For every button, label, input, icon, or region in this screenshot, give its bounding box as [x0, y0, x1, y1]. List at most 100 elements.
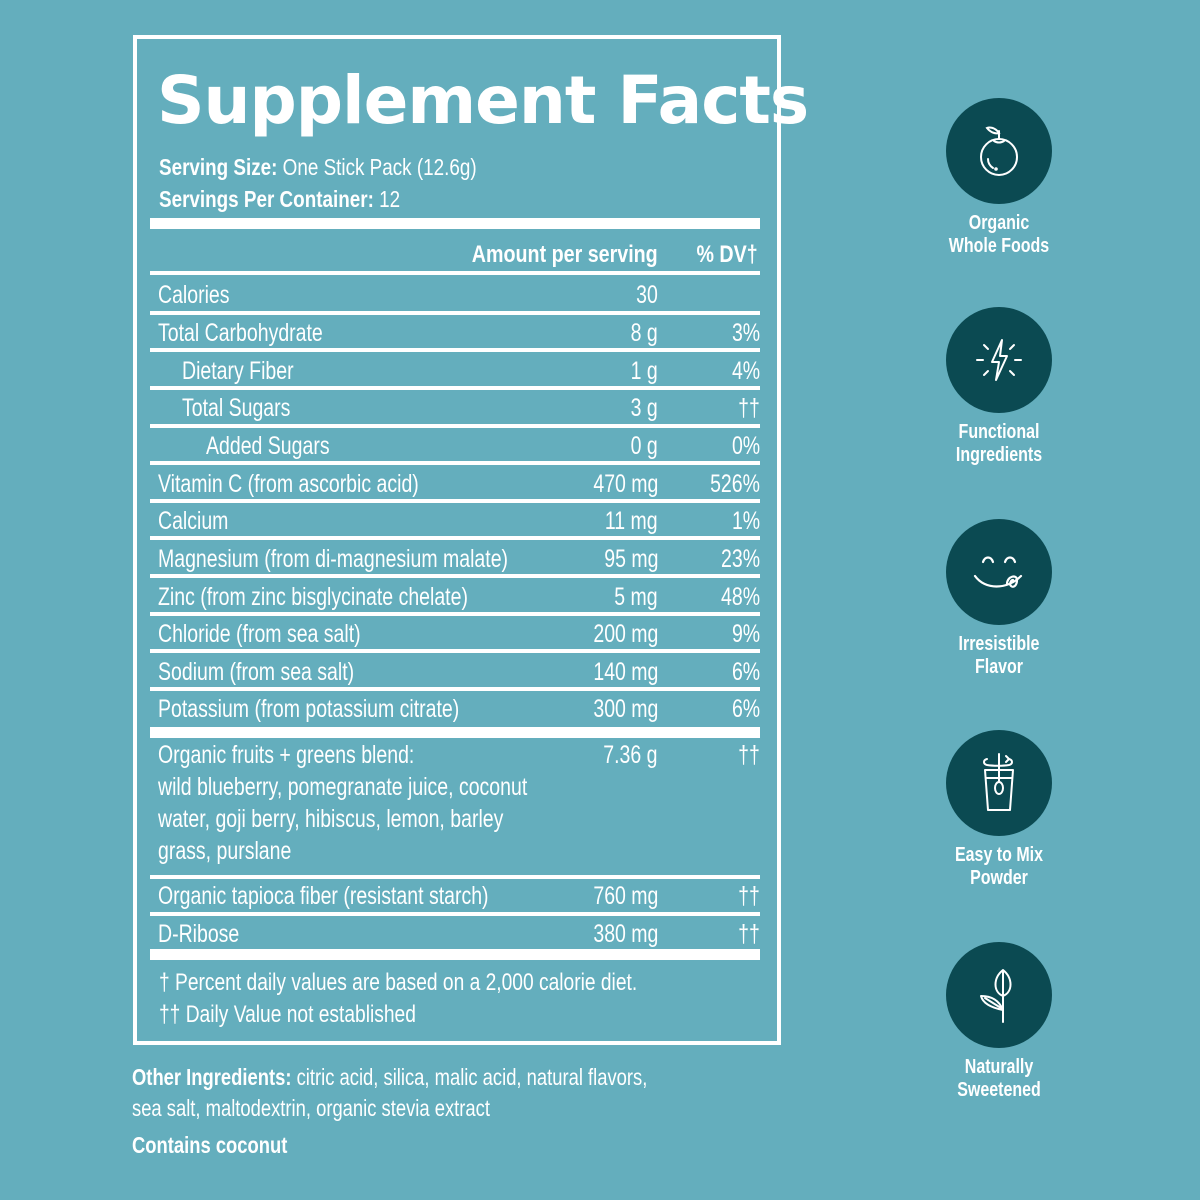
amount-per-serving-header: Amount per serving — [472, 241, 658, 268]
row-name: Calories — [158, 281, 230, 309]
row-name: Organic tapioca fiber (resistant starch) — [158, 882, 489, 910]
row-dv: †† — [738, 394, 760, 422]
row-dv: †† — [738, 741, 760, 769]
table-row-sodium: Sodium (from sea salt) 140 mg 6% — [150, 655, 760, 689]
badge-circle — [946, 730, 1052, 836]
divider — [150, 536, 760, 540]
row-amount: 1 g — [630, 357, 658, 385]
divider — [150, 386, 760, 390]
serving-size-label: Serving Size: — [159, 154, 278, 180]
serving-info: Serving Size: One Stick Pack (12.6g) Ser… — [159, 151, 546, 215]
table-row-vitamin-c: Vitamin C (from ascorbic acid) 470 mg 52… — [150, 467, 760, 501]
table-row-fruits-greens-blend: Organic fruits + greens blend: wild blue… — [150, 739, 760, 875]
footnote-not-established: †† Daily Value not established — [159, 1001, 416, 1028]
row-amount: 140 mg — [592, 658, 658, 686]
table-row-chloride: Chloride (from sea salt) 200 mg 9% — [150, 617, 760, 651]
badge-circle — [946, 519, 1052, 625]
divider — [150, 348, 760, 352]
divider — [150, 912, 760, 916]
badge-label-line: Easy to Mix — [954, 844, 1044, 866]
row-dv: 6% — [731, 658, 760, 686]
blend-ingredients-line: grass, purslane — [158, 837, 292, 865]
table-row-d-ribose: D-Ribose 380 mg †† — [150, 917, 760, 951]
divider-thick — [150, 949, 760, 960]
table-row-zinc: Zinc (from zinc bisglycinate chelate) 5 … — [150, 580, 760, 614]
badge-label: Easy to Mix Powder — [919, 844, 1079, 890]
table-row-total-carbohydrate: Total Carbohydrate 8 g 3% — [150, 316, 760, 350]
row-name: Chloride (from sea salt) — [158, 620, 361, 648]
row-name: Total Carbohydrate — [158, 319, 323, 347]
other-ingredients-line2: sea salt, maltodextrin, organic stevia e… — [132, 1095, 490, 1121]
row-amount: 30 — [636, 281, 658, 309]
table-row-magnesium: Magnesium (from di-magnesium malate) 95 … — [150, 542, 760, 576]
row-dv: 6% — [731, 695, 760, 723]
badge-label-line: Powder — [970, 867, 1028, 889]
row-dv: †† — [738, 920, 760, 948]
supplement-facts-panel: Supplement Facts Serving Size: One Stick… — [133, 35, 809, 1045]
row-dv: 9% — [731, 620, 760, 648]
divider — [150, 875, 760, 879]
serving-size-value: One Stick Pack (12.6g) — [282, 154, 477, 180]
badge-naturally-sweetened: Naturally Sweetened — [919, 942, 1079, 1102]
divider — [150, 499, 760, 503]
blend-description: Organic fruits + greens blend: wild blue… — [158, 739, 579, 867]
table-row-calories: Calories 30 — [150, 278, 760, 312]
row-dv: 1% — [731, 507, 760, 535]
badge-circle — [946, 98, 1052, 204]
divider — [150, 574, 760, 578]
divider-thick — [150, 727, 760, 738]
row-amount: 95 mg — [603, 545, 658, 573]
row-dv: 4% — [731, 357, 760, 385]
row-amount: 8 g — [630, 319, 658, 347]
badge-easy-to-mix: Easy to Mix Powder — [919, 730, 1079, 890]
servings-per-container-value: 12 — [379, 186, 401, 212]
divider — [150, 649, 760, 653]
row-amount: 7.36 g — [603, 741, 658, 769]
badge-label-line: Naturally — [964, 1056, 1034, 1078]
row-dv: 526% — [710, 470, 760, 498]
footnote-dv: † Percent daily values are based on a 2,… — [159, 969, 638, 996]
badge-label: Irresistible Flavor — [919, 633, 1079, 679]
badge-label-line: Whole Foods — [948, 235, 1050, 257]
panel-title: Supplement Facts — [157, 62, 809, 139]
row-amount: 760 mg — [592, 882, 658, 910]
serving-size: Serving Size: One Stick Pack (12.6g) — [159, 151, 477, 183]
badge-organic-whole-foods: Organic Whole Foods — [919, 98, 1079, 258]
blend-title: Organic fruits + greens blend: — [158, 741, 415, 769]
divider — [150, 612, 760, 616]
row-amount: 200 mg — [592, 620, 658, 648]
badge-circle — [946, 942, 1052, 1048]
blend-ingredients-line: wild blueberry, pomegranate juice, cocon… — [158, 773, 528, 801]
servings-per-container-label: Servings Per Container: — [159, 186, 374, 212]
divider — [150, 461, 760, 465]
row-name: D-Ribose — [158, 920, 240, 948]
row-name: Magnesium (from di-magnesium malate) — [158, 545, 509, 573]
badge-functional-ingredients: Functional Ingredients — [919, 307, 1079, 467]
table-row-dietary-fiber: Dietary Fiber 1 g 4% — [150, 354, 760, 388]
table-row-total-sugars: Total Sugars 3 g †† — [150, 391, 760, 425]
badge-label: Functional Ingredients — [919, 421, 1079, 467]
badge-label-line: Ingredients — [955, 444, 1043, 466]
table-row-calcium: Calcium 11 mg 1% — [150, 504, 760, 538]
row-name: Vitamin C (from ascorbic acid) — [158, 470, 419, 498]
table-row-added-sugars: Added Sugars 0 g 0% — [150, 429, 760, 463]
row-dv: 48% — [720, 583, 760, 611]
blend-ingredients-line: water, goji berry, hibiscus, lemon, barl… — [158, 805, 504, 833]
apple-icon — [980, 126, 1018, 176]
yum-face-icon — [973, 556, 1023, 588]
servings-per-container: Servings Per Container: 12 — [159, 183, 477, 215]
row-name: Dietary Fiber — [182, 357, 294, 385]
row-amount: 300 mg — [592, 695, 658, 723]
badge-label: Naturally Sweetened — [919, 1056, 1079, 1102]
row-amount: 470 mg — [592, 470, 658, 498]
table-row-potassium: Potassium (from potassium citrate) 300 m… — [150, 692, 760, 726]
sprout-icon — [980, 969, 1012, 1023]
badge-irresistible-flavor: Irresistible Flavor — [919, 519, 1079, 679]
badge-label-line: Sweetened — [957, 1079, 1041, 1101]
other-ingredients: Other Ingredients: citric acid, silica, … — [132, 1062, 852, 1124]
other-ingredients-label: Other Ingredients: — [132, 1064, 292, 1090]
column-header: Amount per serving % DV† — [150, 237, 760, 273]
row-amount: 0 g — [630, 432, 658, 460]
row-name: Total Sugars — [182, 394, 291, 422]
badge-label: Organic Whole Foods — [919, 212, 1079, 258]
